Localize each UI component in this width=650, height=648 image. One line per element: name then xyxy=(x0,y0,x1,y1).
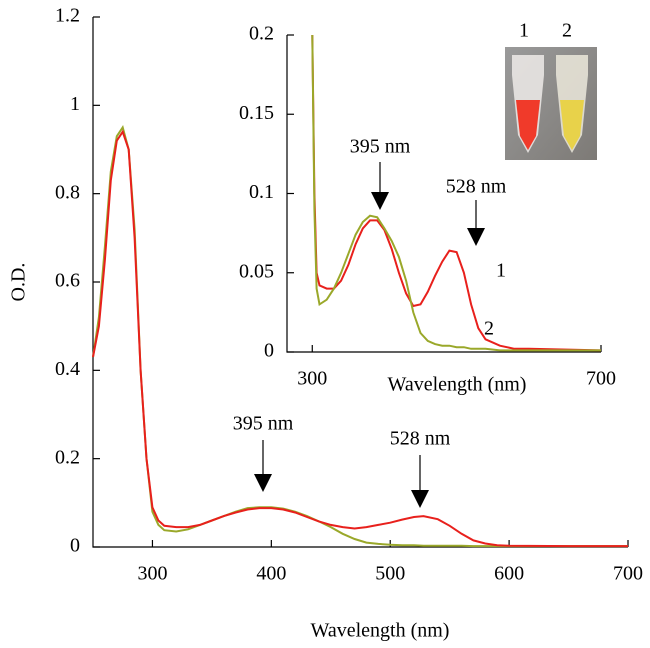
y-axis-label: O.D. xyxy=(8,263,30,302)
tube-label: 2 xyxy=(562,20,572,42)
y-tick-label: 0.4 xyxy=(55,358,80,380)
arrow-head xyxy=(411,490,429,508)
y-tick-label: 0.8 xyxy=(55,181,80,203)
x-tick-label: 500 xyxy=(375,563,405,585)
y-tick-label: 0.2 xyxy=(249,23,274,45)
data-line xyxy=(92,125,628,548)
x-tick-label: 300 xyxy=(297,368,327,390)
tube-label: 1 xyxy=(519,20,529,42)
x-tick-label: 700 xyxy=(613,563,643,585)
data-line xyxy=(92,129,628,548)
arrow-head xyxy=(254,474,272,492)
annotation: 528 nm xyxy=(446,176,507,198)
y-tick-label: 1.2 xyxy=(55,5,80,27)
y-tick-label: 0.15 xyxy=(239,102,274,124)
arrow-head xyxy=(371,192,389,210)
annotation: 395 nm xyxy=(233,413,294,435)
x-tick-label: 700 xyxy=(586,368,616,390)
data-line xyxy=(311,34,601,352)
arrow-head xyxy=(467,228,485,246)
y-tick-label: 1 xyxy=(70,93,80,115)
x-axis-label: Wavelength (nm) xyxy=(388,374,527,396)
x-tick-label: 600 xyxy=(494,563,524,585)
y-tick-label: 0.05 xyxy=(239,260,274,282)
series-label: 1 xyxy=(496,260,506,282)
y-tick-label: 0.6 xyxy=(55,270,80,292)
tube-photo xyxy=(505,47,597,160)
annotation: 528 nm xyxy=(390,428,451,450)
x-axis-label: Wavelength (nm) xyxy=(311,620,450,642)
y-tick-label: 0.2 xyxy=(55,446,80,468)
y-tick-label: 0.1 xyxy=(249,181,274,203)
series-label: 2 xyxy=(484,318,494,340)
x-tick-label: 300 xyxy=(137,563,167,585)
annotation: 395 nm xyxy=(350,136,411,158)
y-tick-label: 0 xyxy=(264,340,274,362)
x-tick-label: 400 xyxy=(256,563,286,585)
y-tick-label: 0 xyxy=(70,535,80,557)
